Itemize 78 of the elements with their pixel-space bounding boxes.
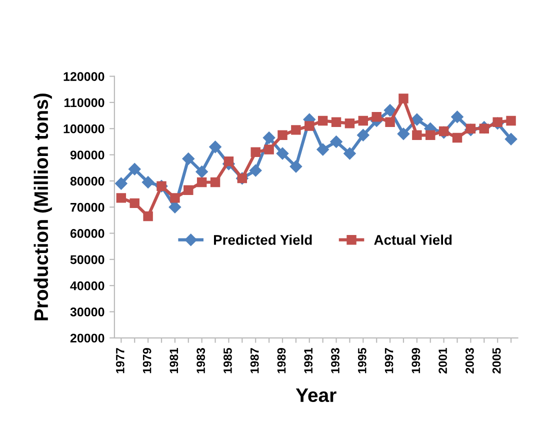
point: [209, 140, 222, 154]
point: [182, 152, 194, 165]
point: [168, 201, 182, 214]
point: [344, 118, 355, 128]
point: [278, 130, 288, 140]
x-tick-label: 1999: [412, 348, 420, 374]
point: [372, 112, 382, 122]
point: [344, 147, 356, 160]
point: [318, 116, 328, 126]
point: [170, 193, 180, 203]
x-tick-label: 1983: [196, 348, 206, 374]
y-axis-title: Production (Million tons): [34, 94, 52, 320]
x-tick-label: 1989: [277, 348, 286, 374]
x-tick-label: 1991: [304, 348, 313, 374]
point: [384, 104, 396, 116]
point: [397, 128, 410, 140]
point: [506, 116, 516, 126]
point: [304, 121, 314, 131]
x-axis-title: Year: [296, 388, 336, 402]
point: [330, 136, 342, 148]
point: [115, 177, 128, 190]
x-tick-label: 2003: [466, 348, 474, 374]
x-tick-label: 1979: [142, 348, 152, 374]
y-tick-label: 90000: [70, 150, 104, 160]
point: [196, 177, 207, 188]
point: [130, 198, 140, 208]
point: [438, 126, 449, 136]
y-tick-label: 20000: [70, 334, 104, 343]
point: [357, 129, 370, 142]
point: [250, 147, 260, 158]
point: [128, 163, 141, 176]
x-tick-label: 1981: [170, 348, 178, 374]
point: [196, 166, 208, 178]
point: [290, 160, 302, 173]
x-tick-label: 2005: [492, 348, 501, 374]
y-tick-label: 40000: [70, 281, 104, 290]
x-tick-label: 1987: [250, 348, 259, 374]
point: [492, 117, 502, 127]
point: [291, 125, 301, 135]
point: [452, 132, 462, 143]
point: [143, 211, 153, 222]
point: [412, 130, 422, 140]
x-tick-label: 1985: [224, 348, 232, 374]
point: [358, 116, 368, 126]
point: [504, 132, 518, 146]
y-tick-label: 50000: [70, 255, 104, 264]
y-tick-label: 110000: [64, 98, 104, 108]
point: [316, 143, 329, 156]
point: [385, 117, 395, 127]
point: [264, 144, 274, 154]
x-tick-label: 2001: [438, 348, 447, 374]
point: [331, 117, 342, 127]
y-tick-label: 100000: [64, 124, 104, 134]
y-tick-label: 70000: [70, 202, 104, 212]
legend-label: Predicted Yield: [214, 234, 312, 245]
point: [224, 156, 234, 166]
legend-label: Actual Yield: [374, 234, 452, 245]
x-tick-label: 1977: [116, 348, 124, 374]
y-tick-label: 60000: [70, 229, 104, 238]
point: [116, 193, 126, 203]
point: [466, 124, 476, 134]
point: [262, 132, 276, 144]
y-tick-label: 30000: [70, 308, 104, 316]
x-tick-label: 1997: [384, 348, 394, 374]
point: [250, 164, 262, 177]
x-tick-label: 1995: [358, 348, 366, 374]
y-tick-label: 80000: [70, 176, 104, 186]
point: [142, 176, 154, 188]
point: [410, 113, 424, 126]
point: [184, 185, 194, 195]
point: [426, 130, 436, 140]
y-tick-label: 120000: [64, 72, 104, 81]
point: [451, 110, 464, 123]
x-tick-label: 1993: [331, 348, 340, 374]
point: [210, 177, 220, 188]
point: [276, 147, 289, 160]
point: [479, 124, 490, 134]
point: [398, 94, 408, 104]
